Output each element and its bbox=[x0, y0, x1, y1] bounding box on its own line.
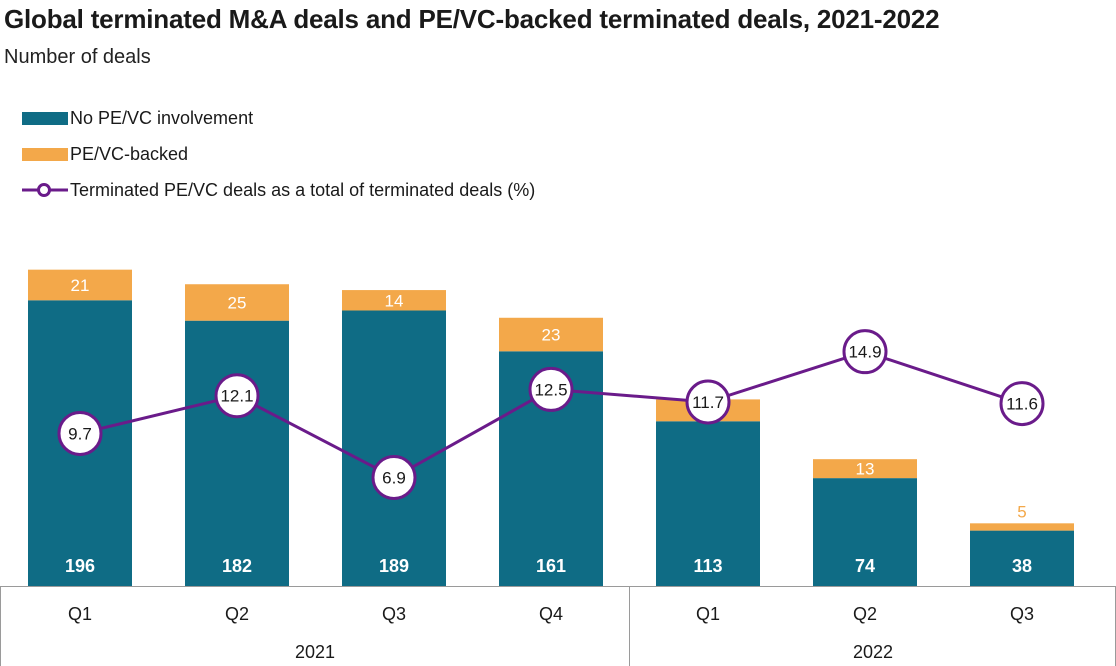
bar-no-pe-vc bbox=[656, 421, 760, 586]
legend: No PE/VC involvement PE/VC-backed Termin… bbox=[22, 100, 535, 208]
legend-item-pe-vc-backed: PE/VC-backed bbox=[22, 136, 535, 172]
x-tick-label: Q3 bbox=[1010, 604, 1034, 624]
group-label: 2022 bbox=[853, 642, 893, 662]
x-tick-label: Q1 bbox=[68, 604, 92, 624]
data-label-pe-vc-backed: 21 bbox=[71, 276, 90, 295]
x-tick-label: Q3 bbox=[382, 604, 406, 624]
bar-pe-vc-backed bbox=[342, 290, 446, 311]
line-point bbox=[685, 379, 731, 425]
data-label-no-pe-vc: 74 bbox=[855, 556, 875, 576]
data-label-no-pe-vc: 182 bbox=[222, 556, 252, 576]
line-point bbox=[57, 410, 103, 456]
chart-title: Global terminated M&A deals and PE/VC-ba… bbox=[4, 4, 940, 34]
data-label-terminated-share: 9.7 bbox=[68, 424, 92, 443]
data-label-pe-vc-backed: 14 bbox=[385, 291, 404, 310]
line-point bbox=[999, 381, 1045, 427]
legend-label-no-pe-vc: No PE/VC involvement bbox=[70, 107, 254, 128]
data-label-pe-vc-backed: 23 bbox=[542, 326, 561, 345]
legend-label-pe-vc-backed: PE/VC-backed bbox=[70, 143, 189, 164]
data-label-terminated-share: 14.9 bbox=[848, 343, 881, 362]
legend-item-no-pe-vc: No PE/VC involvement bbox=[22, 100, 535, 136]
group-label: 2021 bbox=[295, 642, 335, 662]
bar-no-pe-vc bbox=[342, 310, 446, 586]
chart-subtitle: Number of deals bbox=[4, 46, 151, 68]
bar-pe-vc-backed bbox=[813, 459, 917, 479]
bar-no-pe-vc bbox=[970, 530, 1074, 586]
x-tick-label: Q2 bbox=[225, 604, 249, 624]
data-label-terminated-share: 6.9 bbox=[382, 468, 406, 487]
data-label-no-pe-vc: 196 bbox=[65, 556, 95, 576]
legend-label-terminated-share: Terminated PE/VC deals as a total of ter… bbox=[70, 179, 536, 200]
legend-swatch-no-pe-vc bbox=[22, 111, 68, 125]
data-label-terminated-share: 11.7 bbox=[692, 393, 724, 412]
data-label-pe-vc-backed: 13 bbox=[856, 460, 875, 479]
bar-no-pe-vc bbox=[185, 320, 289, 586]
bar-pe-vc-backed bbox=[499, 317, 603, 352]
legend-item-terminated-share: Terminated PE/VC deals as a total of ter… bbox=[22, 172, 535, 208]
line-point bbox=[371, 454, 417, 500]
bar-pe-vc-backed bbox=[185, 284, 289, 321]
line-point bbox=[214, 373, 260, 419]
bar-no-pe-vc bbox=[813, 478, 917, 586]
data-label-pe-vc-backed: 25 bbox=[228, 293, 247, 312]
legend-swatch-pe-vc-backed bbox=[22, 147, 68, 161]
data-label-no-pe-vc: 189 bbox=[379, 556, 409, 576]
legend-swatch-terminated-share bbox=[22, 183, 68, 197]
data-label-terminated-share: 11.6 bbox=[1006, 395, 1038, 414]
bar-pe-vc-backed bbox=[28, 269, 132, 301]
data-label-pe-vc-backed: 5 bbox=[1017, 502, 1026, 521]
bar-pe-vc-backed bbox=[970, 523, 1074, 531]
line-point bbox=[528, 366, 574, 412]
data-label-terminated-share: 12.5 bbox=[534, 380, 567, 399]
x-tick-label: Q1 bbox=[696, 604, 720, 624]
data-label-terminated-share: 12.1 bbox=[220, 387, 253, 406]
x-tick-label: Q2 bbox=[853, 604, 877, 624]
x-tick-label: Q4 bbox=[539, 604, 563, 624]
data-label-no-pe-vc: 161 bbox=[536, 556, 566, 576]
data-label-no-pe-vc: 38 bbox=[1012, 556, 1032, 576]
data-label-no-pe-vc: 113 bbox=[693, 556, 722, 576]
line-point bbox=[842, 329, 888, 375]
